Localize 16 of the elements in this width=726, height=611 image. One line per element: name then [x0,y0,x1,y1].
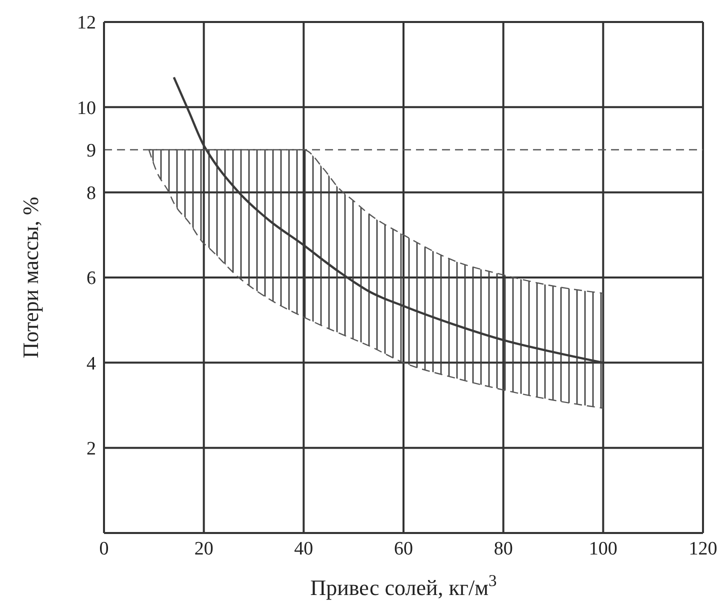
x-tick-label: 120 [688,538,718,560]
x-tick-label: 80 [494,538,513,560]
x-tick-label: 0 [99,538,109,560]
x-axis-title: Привес солей, кг/м$^{3}$ [310,570,497,600]
y-tick-label: 8 [86,183,96,204]
x-tick-label: 60 [394,538,413,560]
y-tick-label: 2 [86,438,96,460]
y-tick-label: 9 [86,140,96,162]
x-tick-label: 20 [194,538,214,560]
y-tick-label: 4 [86,353,96,374]
y-tick-label: 12 [77,12,96,34]
y-axis-title: Потери массы, % [18,196,43,358]
y-tick-label: 6 [86,268,96,290]
x-tick-label: 40 [294,538,314,560]
y-tick-label: 10 [77,98,96,119]
x-tick-label: 100 [588,538,618,560]
